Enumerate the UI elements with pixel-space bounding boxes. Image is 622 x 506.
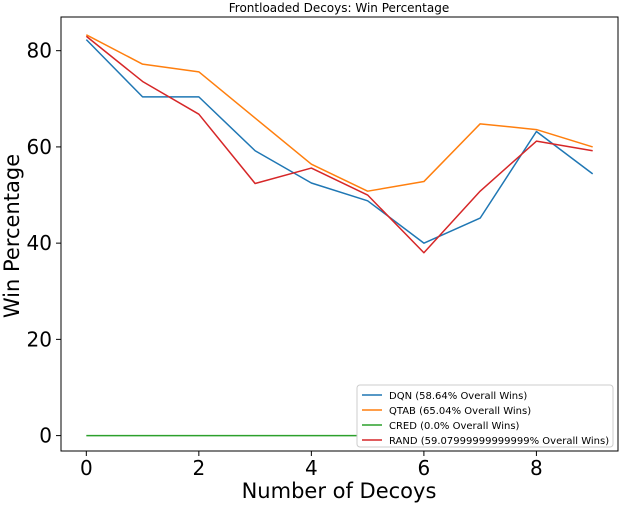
legend-entry: RAND (59.07999999999999% Overall Wins)	[389, 436, 609, 447]
legend: DQN (58.64% Overall Wins) QTAB (65.04% Ov…	[356, 384, 614, 448]
series-lines	[85, 34, 594, 437]
y-tick-label: 40	[27, 231, 52, 255]
legend-entry: DQN (58.64% Overall Wins)	[389, 391, 527, 402]
y-axis: 0 20 40 60 80	[27, 39, 61, 448]
x-tick-label: 8	[530, 456, 543, 480]
x-tick-label: 4	[305, 456, 318, 480]
chart-title: Frontloaded Decoys: Win Percentage	[229, 1, 449, 15]
plot-area	[60, 16, 619, 452]
y-tick-label: 20	[27, 327, 52, 351]
y-axis-label: Win Percentage	[0, 154, 24, 318]
x-tick-label: 2	[192, 456, 205, 480]
legend-entry: QTAB (65.04% Overall Wins)	[389, 406, 531, 417]
series-line-dqn	[85, 39, 594, 244]
x-axis-label: Number of Decoys	[242, 479, 437, 503]
series-line-rand	[85, 35, 593, 254]
x-tick-label: 6	[418, 456, 431, 480]
y-tick-label: 80	[27, 39, 52, 63]
y-tick-label: 0	[39, 424, 52, 448]
legend-box	[356, 384, 614, 448]
series-line-qtab	[85, 34, 593, 192]
x-axis: 0 2 4 6 8	[80, 451, 543, 480]
x-tick-label: 0	[80, 456, 93, 480]
y-tick-label: 60	[27, 135, 52, 159]
legend-entry: CRED (0.0% Overall Wins)	[389, 421, 520, 432]
